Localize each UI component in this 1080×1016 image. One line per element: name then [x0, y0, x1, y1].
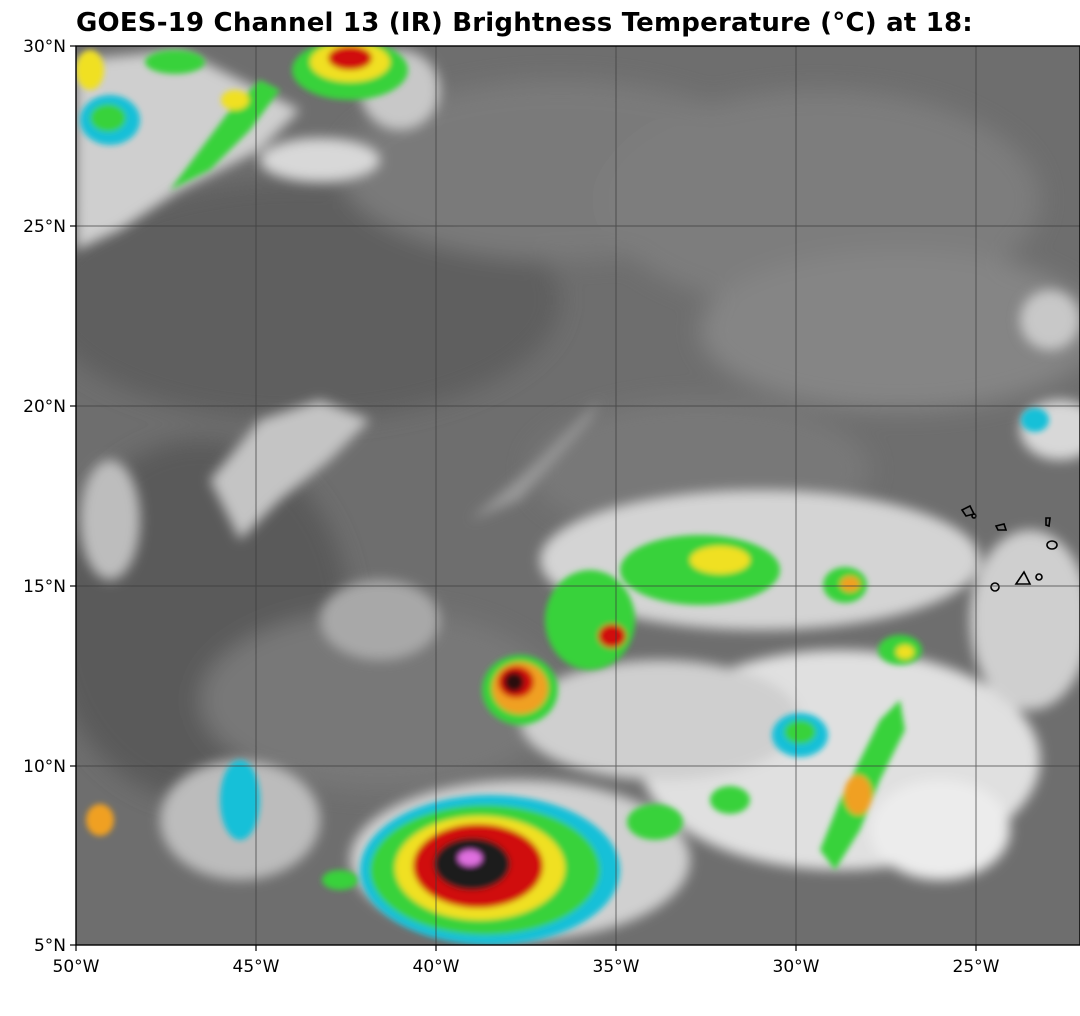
lon-tick-label: 25°W — [953, 957, 1000, 977]
cold-cloud-tops — [76, 46, 1049, 945]
lon-tick-label: 40°W — [413, 957, 460, 977]
lat-tick-label: 15°N — [23, 577, 66, 597]
lon-tick-label: 35°W — [593, 957, 640, 977]
lat-tick-labels: 30°N 25°N 20°N 15°N 10°N 5°N — [23, 37, 66, 956]
imagery-layer — [76, 46, 1080, 945]
lon-tick-label: 50°W — [53, 957, 100, 977]
lat-tick-label: 30°N — [23, 37, 66, 57]
lat-tick-label: 10°N — [23, 757, 66, 777]
tick-marks — [70, 45, 977, 951]
lat-tick-label: 5°N — [34, 936, 66, 956]
lat-tick-label: 25°N — [23, 217, 66, 237]
lon-tick-label: 45°W — [233, 957, 280, 977]
cape-verde-islands — [960, 504, 1058, 592]
lat-tick-label: 20°N — [23, 397, 66, 417]
gridlines — [76, 46, 1080, 945]
gray-variation — [76, 80, 1080, 800]
lon-tick-labels: 50°W 45°W 40°W 35°W 30°W 25°W — [53, 957, 1000, 977]
map-frame — [75, 45, 1080, 946]
chart-title: GOES-19 Channel 13 (IR) Brightness Tempe… — [76, 8, 973, 38]
lon-tick-label: 30°W — [773, 957, 820, 977]
